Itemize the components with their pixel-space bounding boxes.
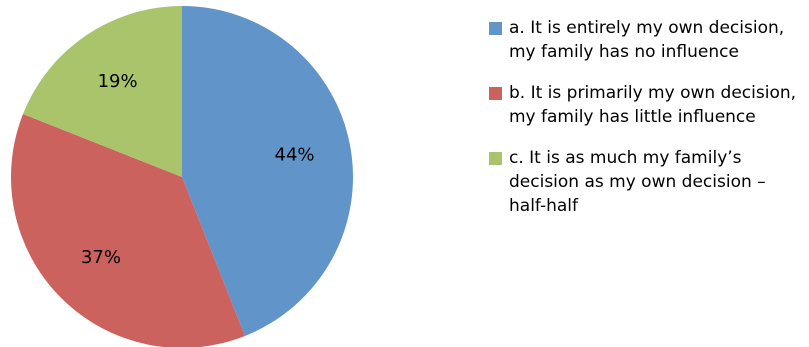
pie-slice-c [23, 6, 182, 177]
slice-label-a: 44% [275, 145, 315, 166]
legend-swatch-c [489, 152, 502, 165]
pie-chart: 44% 37% 19% [11, 6, 354, 347]
slice-label-c: 19% [98, 71, 138, 92]
legend: a. It is entirely my own decision, my fa… [485, 16, 805, 235]
legend-item-b: b. It is primarily my own decision, my f… [485, 81, 805, 129]
legend-item-c: c. It is as much my family’s decision as… [485, 146, 805, 218]
legend-item-a: a. It is entirely my own decision, my fa… [485, 16, 805, 64]
legend-swatch-b [489, 87, 502, 100]
legend-label-b: b. It is primarily my own decision, my f… [509, 83, 797, 127]
pie-slice-b [11, 114, 245, 347]
pie-slice-a [182, 6, 354, 336]
slice-label-b: 37% [81, 247, 121, 268]
legend-label-a: a. It is entirely my own decision, my fa… [509, 18, 785, 62]
legend-label-c: c. It is as much my family’s decision as… [509, 148, 766, 216]
legend-swatch-a [489, 22, 502, 35]
